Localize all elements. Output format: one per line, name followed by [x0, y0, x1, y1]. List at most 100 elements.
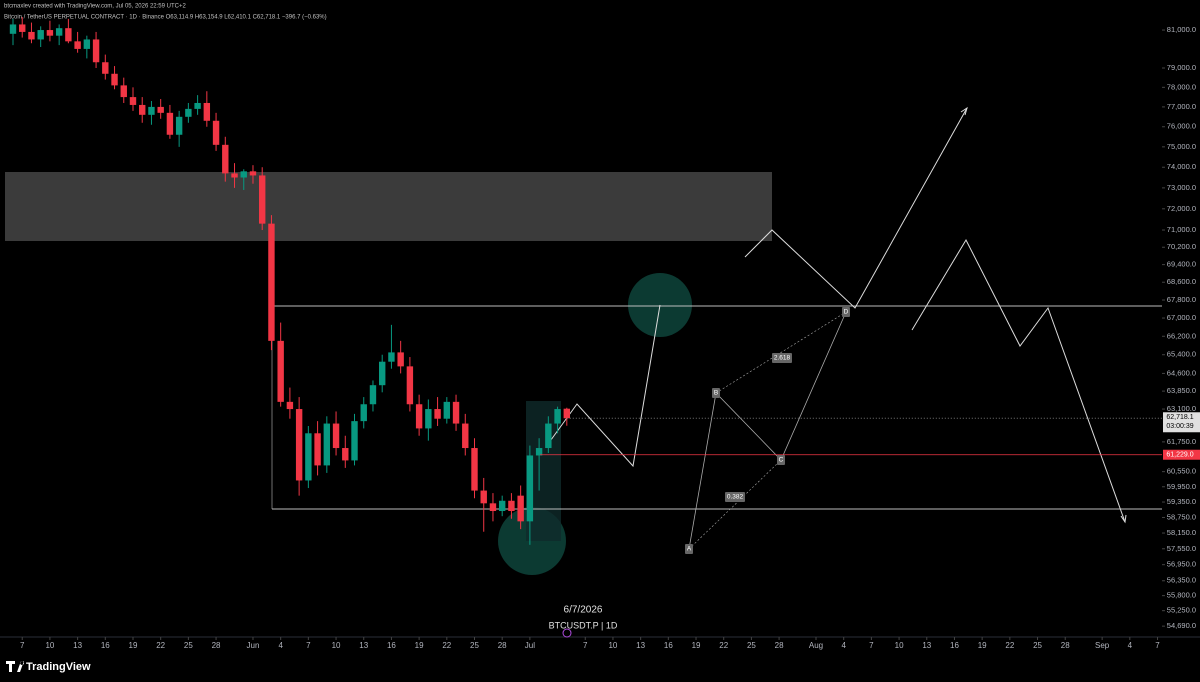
x-tick-label: 7	[869, 641, 874, 650]
y-tick-label: 75,000.0	[1167, 142, 1196, 151]
y-tick-label: 78,000.0	[1167, 82, 1196, 91]
y-tick-label: 67,000.0	[1167, 313, 1196, 322]
x-tick-label: 7	[583, 641, 588, 650]
candle-body	[74, 41, 81, 49]
candle-body	[139, 104, 146, 115]
point-label: D	[844, 309, 849, 316]
x-tick-label: 4	[841, 641, 846, 650]
ratio-label-box	[772, 353, 792, 363]
candle-body	[545, 423, 552, 449]
y-tick-label: 56,950.0	[1167, 560, 1196, 569]
candle-body	[203, 102, 211, 121]
x-tick-label: 13	[636, 641, 645, 650]
y-tick-label: 67,800.0	[1167, 295, 1196, 304]
y-tick-label: 69,400.0	[1167, 260, 1196, 269]
last-price-box	[1163, 412, 1200, 433]
ratio-label-box	[725, 492, 745, 502]
x-tick-label: 13	[922, 641, 931, 650]
x-tick-label: 16	[950, 641, 959, 650]
y-tick-label: 71,000.0	[1167, 225, 1196, 234]
candle-body	[295, 409, 303, 481]
projection-path	[744, 107, 968, 309]
point-label-box	[712, 388, 720, 398]
marker-icon	[562, 628, 572, 638]
candle-body	[498, 500, 506, 512]
x-tick-label: 25	[470, 641, 479, 650]
candle-body	[92, 39, 100, 63]
arrow-head	[1120, 514, 1127, 524]
x-tick-label: 19	[415, 641, 424, 650]
x-tick-label: 25	[1033, 641, 1042, 650]
harmonic-leg	[715, 311, 847, 394]
candle-body	[9, 24, 17, 34]
x-tick-label: 10	[895, 641, 904, 650]
y-tick-label: 55,800.0	[1167, 591, 1196, 600]
y-tick-label: 63,850.0	[1167, 386, 1196, 395]
y-tick-label: 81,000.0	[1167, 25, 1196, 34]
y-tick-label: 68,600.0	[1167, 277, 1196, 286]
candle-body	[19, 24, 26, 32]
candle-body	[535, 448, 543, 456]
y-tick-label: 60,550.0	[1167, 467, 1196, 476]
y-tick-label: 73,000.0	[1167, 183, 1196, 192]
supply-zone	[5, 172, 772, 241]
y-tick-label: 66,200.0	[1167, 331, 1196, 340]
candle-body	[526, 455, 534, 522]
x-tick-label: 25	[184, 641, 193, 650]
x-tick-label: 10	[608, 641, 617, 650]
candle-body	[360, 404, 367, 422]
level-label-box	[1163, 449, 1200, 460]
candle-body	[102, 62, 109, 74]
projection-path	[547, 304, 661, 468]
price-axis	[1162, 0, 1200, 655]
candle-body	[46, 30, 54, 36]
x-tick-label: 16	[101, 641, 110, 650]
y-tick-label: 59,350.0	[1167, 497, 1196, 506]
x-tick-label: 16	[664, 641, 673, 650]
last-price-label: 62,718.1	[1166, 414, 1193, 421]
candle-body	[305, 433, 312, 481]
x-tick-label: 7	[306, 641, 311, 650]
candle-body	[166, 112, 174, 135]
y-tick-label: 59,950.0	[1167, 482, 1196, 491]
y-tick-label: 57,550.0	[1167, 544, 1196, 553]
x-tick-label: 19	[978, 641, 987, 650]
date-label: 6/7/2026	[564, 605, 603, 616]
x-tick-label: 16	[387, 641, 396, 650]
candle-body	[129, 97, 137, 105]
candle-body	[342, 448, 349, 461]
candle-body	[452, 401, 460, 424]
x-tick-label: 19	[692, 641, 701, 650]
x-tick-label: Jul	[525, 641, 535, 650]
drawings	[5, 106, 1162, 575]
candle-body	[425, 409, 432, 429]
x-tick-label: 10	[332, 641, 341, 650]
x-tick-label: 28	[1061, 641, 1070, 650]
candle-body	[286, 401, 294, 410]
candle-body	[554, 409, 561, 424]
x-tick-label: Jun	[247, 641, 260, 650]
candle-body	[388, 352, 395, 362]
candle-body	[259, 175, 266, 224]
candle-body	[517, 495, 524, 522]
symbol-label: BTCUSDT.P | 1D	[549, 620, 618, 630]
y-tick-label: 58,750.0	[1167, 512, 1196, 521]
candle-body	[508, 500, 515, 512]
candle-body	[434, 409, 441, 419]
point-label: B	[714, 390, 718, 397]
candle-body	[157, 106, 164, 113]
candle-body	[462, 423, 469, 449]
x-tick-label: 22	[442, 641, 451, 650]
x-tick-label: 13	[73, 641, 82, 650]
candle-body	[37, 30, 44, 40]
y-tick-label: 76,000.0	[1167, 122, 1196, 131]
x-tick-label: 7	[20, 641, 25, 650]
y-tick-label: 65,400.0	[1167, 350, 1196, 359]
x-tick-label: 10	[45, 641, 54, 650]
ratio-label: 0.382	[727, 494, 744, 501]
x-tick-label: 28	[775, 641, 784, 650]
x-tick-label: 25	[747, 641, 756, 650]
x-tick-label: Aug	[809, 641, 823, 650]
candle-body	[406, 366, 414, 405]
